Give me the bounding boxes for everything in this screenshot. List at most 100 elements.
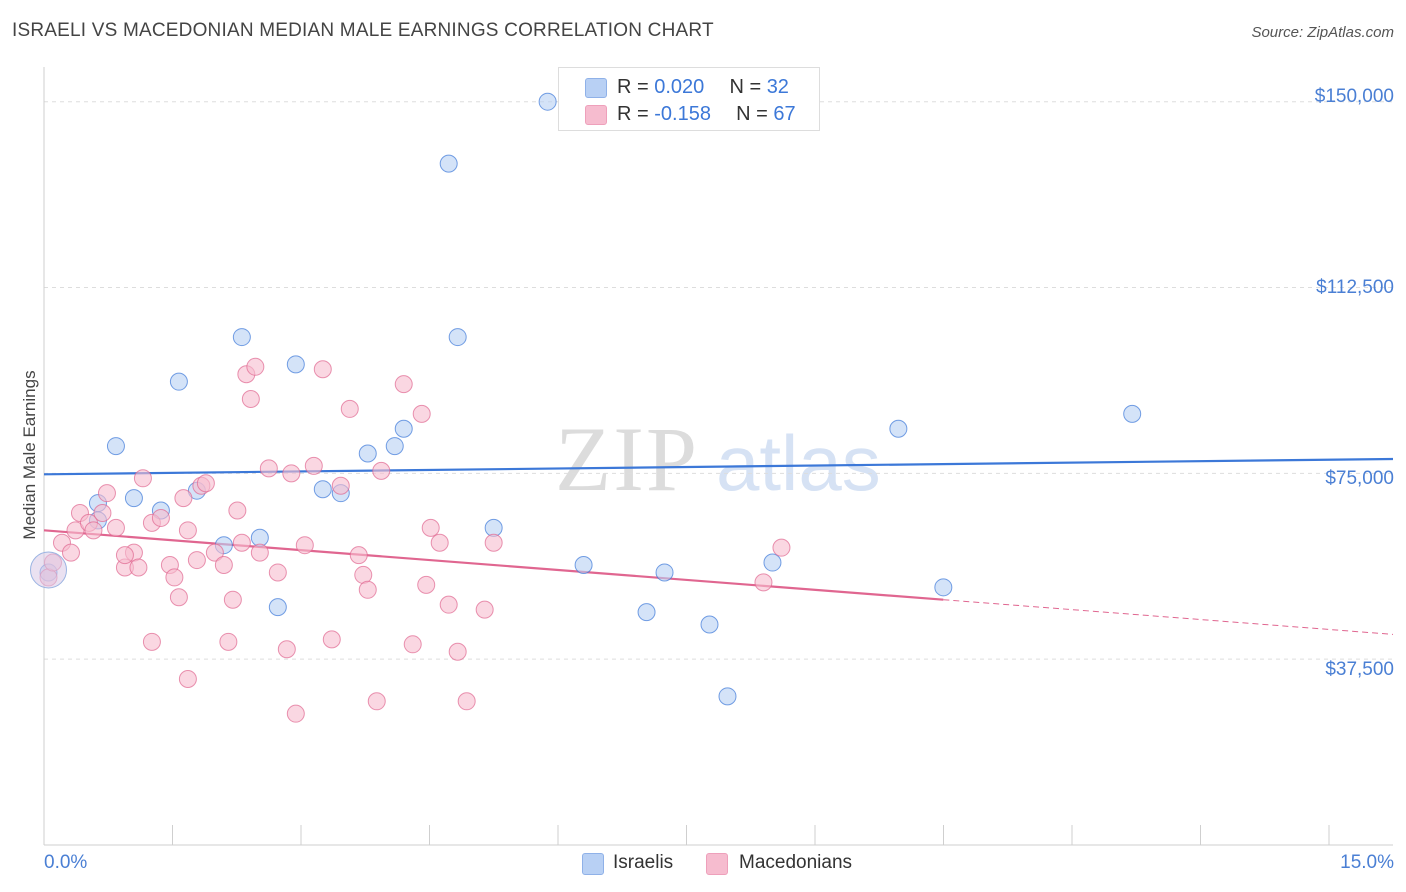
macedonians-point — [358, 580, 377, 599]
macedonians-point — [196, 474, 215, 493]
x-tick-label-min: 0.0% — [44, 852, 88, 873]
israelis-legend-label: Israelis — [613, 852, 674, 873]
macedonians-legend-swatch — [706, 853, 728, 875]
israelis-point — [889, 419, 908, 438]
macedonians-point — [178, 669, 197, 688]
y-tick-label: $112,500 — [1316, 277, 1394, 298]
macedonians-point — [430, 533, 449, 552]
israelis-point — [934, 578, 953, 597]
y-tick-label: $75,000 — [1325, 468, 1394, 489]
n-label: N = — [736, 103, 768, 125]
macedonians-point — [187, 551, 206, 570]
macedonians-point — [772, 538, 791, 557]
macedonians-legend-label: Macedonians — [739, 852, 853, 873]
israelis-point — [169, 372, 188, 391]
israelis-point — [358, 444, 377, 463]
macedonians-point — [250, 543, 269, 562]
r-label: R = — [617, 103, 649, 125]
macedonians-point — [223, 590, 242, 609]
stats-legend: R = 0.020 N = 32 R = -0.158 N = 67 — [558, 67, 820, 131]
macedonians-trend-line — [43, 529, 944, 601]
macedonians-point — [232, 533, 251, 552]
macedonians-point — [142, 632, 161, 651]
source-label: Source: ZipAtlas.com — [1251, 24, 1394, 41]
israelis-point — [286, 355, 305, 374]
n-label: N = — [729, 76, 762, 98]
macedonians-point — [439, 595, 458, 614]
svg-text:atlas: atlas — [716, 419, 881, 507]
macedonians-point — [151, 508, 170, 527]
macedonians-point — [129, 558, 148, 577]
macedonians-swatch — [585, 105, 607, 125]
israelis-point — [385, 437, 404, 456]
israelis-swatch — [585, 78, 607, 98]
israelis-point — [1123, 404, 1142, 423]
watermark: ZIP atlas — [555, 408, 881, 510]
macedonians-point — [331, 476, 350, 495]
macedonians-point — [115, 546, 134, 565]
macedonians-point — [241, 390, 260, 409]
macedonians-point — [246, 357, 265, 376]
macedonians-point — [174, 489, 193, 508]
israelis-point — [655, 563, 674, 582]
macedonians-trend-extension — [943, 599, 1394, 635]
macedonians-point — [754, 573, 773, 592]
israelis-point — [538, 92, 557, 111]
macedonians-point — [205, 543, 224, 562]
chart-title: ISRAELI VS MACEDONIAN MEDIAN MALE EARNIN… — [12, 20, 714, 41]
israelis-point — [394, 419, 413, 438]
x-tick-label-max: 15.0% — [1340, 852, 1394, 873]
n-value: 32 — [766, 76, 789, 98]
macedonians-point — [277, 640, 296, 659]
macedonians-point — [313, 360, 332, 379]
legend-row-macedonians: R = -0.158 N = 67 — [617, 103, 796, 126]
macedonians-point — [165, 568, 184, 587]
israelis-point — [574, 556, 593, 575]
macedonians-point — [372, 461, 391, 480]
macedonians-point — [349, 546, 368, 565]
n-value: 67 — [773, 103, 796, 125]
macedonians-point — [394, 375, 413, 394]
israelis-point — [637, 603, 656, 622]
macedonians-point — [367, 692, 386, 711]
israelis-point — [718, 687, 737, 706]
svg-text:ZIP: ZIP — [555, 408, 699, 510]
israelis-point — [268, 598, 287, 617]
israelis-point — [232, 328, 251, 347]
macedonians-point — [475, 600, 494, 619]
macedonians-point — [259, 459, 278, 478]
macedonians-point — [219, 632, 238, 651]
macedonians-point — [133, 469, 152, 488]
macedonians-point — [484, 533, 503, 552]
macedonians-point — [178, 521, 197, 540]
macedonians-point — [412, 404, 431, 423]
macedonians-point — [417, 575, 436, 594]
macedonians-point — [421, 518, 440, 537]
macedonians-point — [282, 464, 301, 483]
y-tick-label: $150,000 — [1314, 86, 1394, 107]
legend-row-israelis: R = 0.020 N = 32 — [617, 76, 789, 99]
macedonians-point — [340, 399, 359, 418]
macedonians-point — [354, 565, 373, 584]
macedonians-point — [304, 456, 323, 475]
israelis-legend-swatch — [582, 853, 604, 875]
macedonians-point — [286, 704, 305, 723]
israelis-point — [124, 489, 143, 508]
macedonians-point — [106, 518, 125, 537]
israelis-point — [106, 437, 125, 456]
macedonians-point — [268, 563, 287, 582]
macedonians-point — [295, 536, 314, 555]
macedonians-point — [97, 484, 116, 503]
macedonians-point — [214, 556, 233, 575]
macedonians-point — [93, 503, 112, 522]
israelis-point — [313, 480, 332, 499]
overlap-cluster-point — [29, 551, 67, 589]
macedonians-point — [61, 543, 80, 562]
macedonians-point — [228, 501, 247, 520]
israelis-point — [700, 615, 719, 634]
israelis-point — [448, 328, 467, 347]
israelis-point — [763, 553, 782, 572]
r-value: -0.158 — [654, 103, 711, 125]
macedonians-point — [322, 630, 341, 649]
